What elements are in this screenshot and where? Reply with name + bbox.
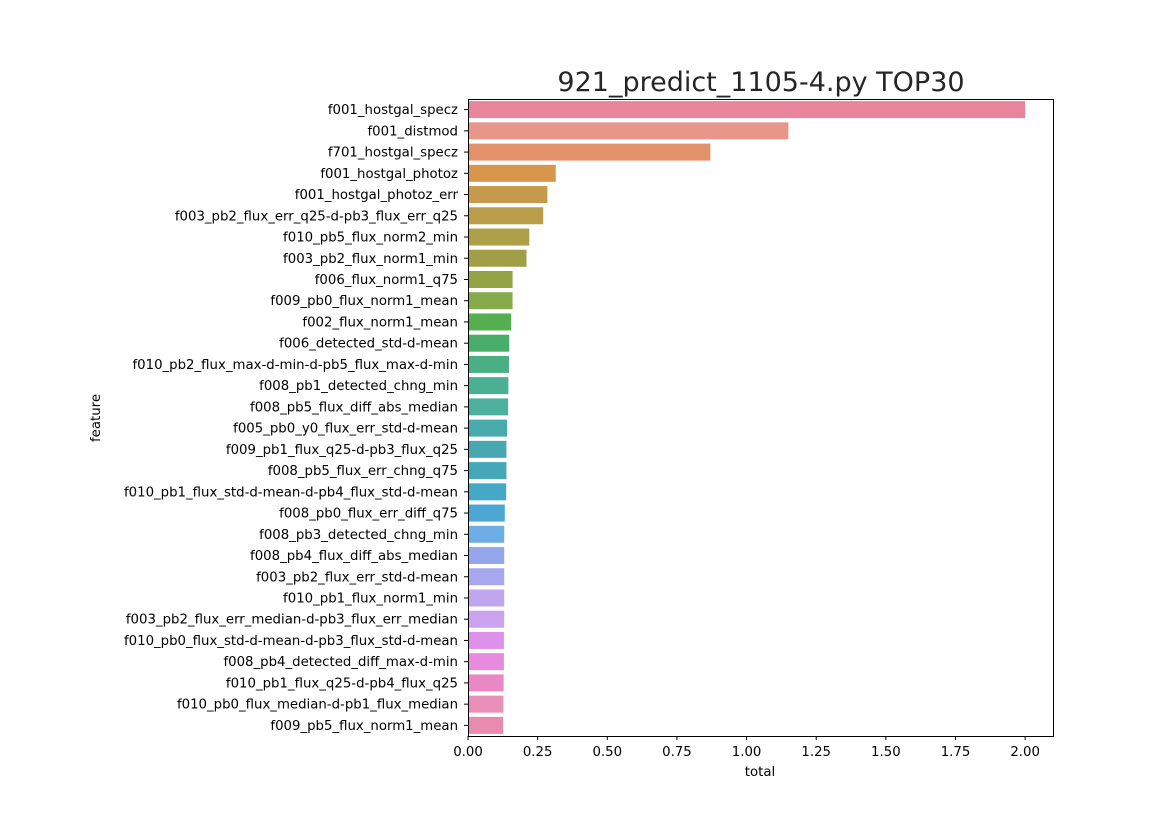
y-tick-label: f001_hostgal_specz: [328, 103, 458, 118]
y-tick-label: f006_flux_norm1_q75: [315, 273, 458, 288]
y-tick-label: f008_pb1_detected_chng_min: [259, 379, 458, 394]
bar-7: [468, 249, 527, 267]
bar-20: [468, 525, 505, 543]
bar-3: [468, 164, 556, 182]
y-tick-label: f005_pb0_y0_flux_err_std-d-mean: [233, 422, 458, 437]
bar-23: [468, 589, 505, 607]
x-axis-label: total: [745, 765, 775, 780]
x-tick-label: 1.75: [941, 745, 971, 760]
bar-28: [468, 695, 504, 713]
y-tick-label: f010_pb2_flux_max-d-min-d-pb5_flux_max-d…: [132, 358, 458, 373]
y-tick-label: f001_distmod: [367, 124, 458, 139]
x-tick-label: 0.00: [453, 745, 483, 760]
y-tick-label: f010_pb0_flux_median-d-pb1_flux_median: [177, 698, 458, 713]
y-tick-label: f701_hostgal_specz: [328, 146, 458, 161]
bar-9: [468, 292, 513, 310]
bar-12: [468, 355, 509, 373]
bar-8: [468, 270, 513, 288]
y-tick-label: f008_pb0_flux_err_diff_q75: [279, 507, 458, 522]
bars-layer: [468, 101, 1026, 734]
y-tick-label: f009_pb1_flux_q25-d-pb3_flux_q25: [226, 443, 458, 458]
y-axis-label: feature: [89, 394, 104, 442]
y-tick-labels: f001_hostgal_specz f001_distmod f701_hostg…: [124, 103, 468, 734]
bar-2: [468, 143, 711, 161]
y-tick-label: f003_pb2_flux_norm1_min: [283, 252, 458, 267]
bar-16: [468, 440, 507, 458]
y-tick-label: f008_pb4_flux_diff_abs_median: [250, 549, 458, 564]
y-tick-label: f002_flux_norm1_mean: [302, 315, 458, 330]
x-tick-label: 0.50: [592, 745, 622, 760]
bar-24: [468, 610, 505, 628]
bar-17: [468, 462, 507, 480]
bar-26: [468, 653, 504, 671]
x-tick-label: 1.25: [801, 745, 831, 760]
plot-frame: [468, 99, 1054, 737]
y-tick-label: f001_hostgal_photoz: [320, 167, 458, 182]
y-tick-label: f009_pb0_flux_norm1_mean: [270, 294, 458, 309]
y-tick-label: f010_pb1_flux_q25-d-pb4_flux_q25: [226, 676, 458, 691]
bar-25: [468, 631, 504, 649]
bar-0: [468, 101, 1026, 119]
x-tick-label: 2.00: [1010, 745, 1040, 760]
y-tick-label: f006_detected_std-d-mean: [279, 337, 458, 352]
bar-11: [468, 334, 510, 352]
x-tick-label: 1.50: [871, 745, 901, 760]
y-tick-label: f009_pb5_flux_norm1_mean: [270, 719, 458, 734]
bar-6: [468, 228, 530, 246]
y-tick-label: f010_pb1_flux_std-d-mean-d-pb4_flux_std-…: [124, 485, 458, 500]
bar-5: [468, 207, 544, 225]
bar-15: [468, 419, 507, 437]
y-tick-label: f008_pb5_flux_diff_abs_median: [250, 400, 458, 415]
y-tick-label: f008_pb5_flux_err_chng_q75: [268, 464, 458, 479]
x-tick-label: 1.00: [732, 745, 762, 760]
y-tick-label: f008_pb4_detected_diff_max-d-min: [223, 655, 458, 670]
chart-title: 921_predict_1105-4.py TOP30: [557, 67, 964, 98]
y-tick-label: f003_pb2_flux_err_std-d-mean: [256, 570, 458, 585]
bar-13: [468, 377, 509, 395]
y-tick-label: f010_pb1_flux_norm1_min: [283, 591, 458, 606]
bar-1: [468, 122, 789, 140]
y-tick-label: f003_pb2_flux_err_q25-d-pb3_flux_err_q25: [175, 209, 458, 224]
y-tick-label: f008_pb3_detected_chng_min: [259, 528, 458, 543]
y-tick-label: f001_hostgal_photoz_err: [295, 188, 459, 203]
bar-19: [468, 504, 505, 522]
bar-22: [468, 568, 505, 586]
y-tick-label: f010_pb5_flux_norm2_min: [283, 231, 458, 246]
x-ticks: 0.00 0.25 0.50 0.75 1.00 1.25 1.50 1.75 2.00: [453, 736, 1040, 760]
y-tick-label: f003_pb2_flux_err_median-d-pb3_flux_err_…: [126, 613, 458, 628]
bar-27: [468, 674, 504, 692]
x-tick-label: 0.75: [662, 745, 692, 760]
x-tick-label: 0.25: [523, 745, 553, 760]
bar-21: [468, 547, 505, 565]
bar-18: [468, 483, 507, 501]
bar-4: [468, 186, 548, 204]
bar-14: [468, 398, 509, 416]
bar-29: [468, 716, 504, 734]
y-tick-label: f010_pb0_flux_std-d-mean-d-pb3_flux_std-…: [124, 634, 458, 649]
bar-10: [468, 313, 512, 331]
